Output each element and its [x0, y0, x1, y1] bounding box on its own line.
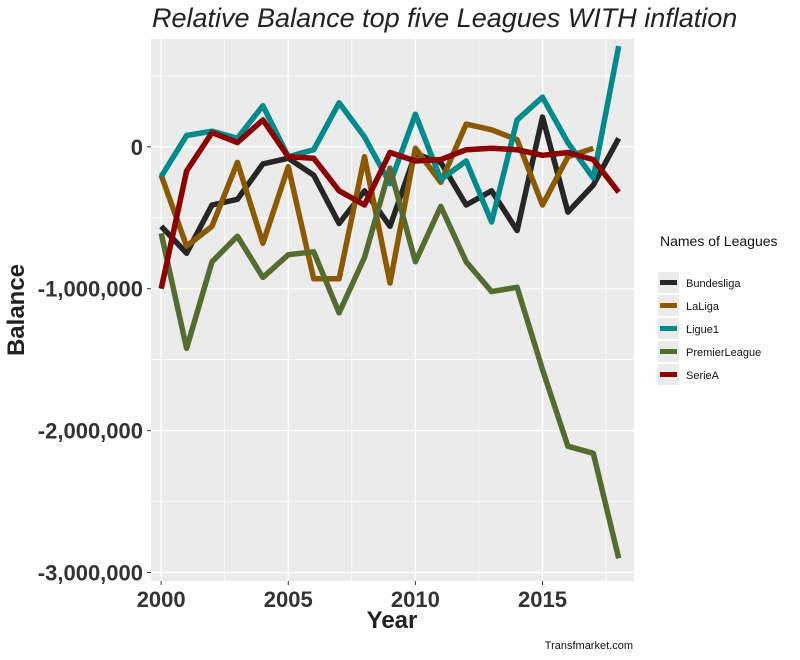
series-lines [158, 45, 622, 559]
y-axis-ticks: 0 -1,000,000 -2,000,000 -3,000,000 [38, 135, 151, 585]
plot-panel [151, 39, 634, 581]
x-axis-title: Year [367, 607, 418, 634]
y-tick-label-1: -1,000,000 [38, 277, 143, 302]
x-tick-label-3: 2015 [518, 587, 567, 612]
y-tick-label-0: 0 [131, 135, 143, 160]
series-line-bundesliga [159, 114, 622, 256]
legend-label-laliga: LaLiga [686, 301, 720, 313]
legend: Bundesliga LaLiga Ligue1 PremierLeague Serie… [658, 272, 761, 385]
y-tick-label-3: -3,000,000 [38, 560, 143, 585]
legend-label-ligue1: Ligue1 [686, 324, 719, 336]
caption: Transfmarket.com [545, 640, 633, 652]
legend-label-bundesliga: Bundesliga [686, 278, 741, 290]
x-axis-ticks: 2000 2005 2010 2015 [137, 581, 567, 612]
x-tick-label-1: 2005 [264, 587, 313, 612]
x-tick-label-0: 2000 [137, 587, 186, 612]
legend-label-seriea: SerieA [686, 370, 720, 382]
series-line-ligue1 [158, 45, 622, 225]
chart-title: Relative Balance top five Leagues WITH i… [152, 3, 737, 33]
x-tick-label-2: 2010 [391, 587, 440, 612]
y-axis-title: Balance [3, 264, 30, 356]
legend-title: Names of Leagues [660, 233, 778, 249]
series-line-seriea [158, 117, 621, 290]
series-line-premierleague [158, 165, 622, 559]
legend-label-premierleague: PremierLeague [686, 347, 761, 359]
y-tick-label-2: -2,000,000 [38, 419, 143, 444]
